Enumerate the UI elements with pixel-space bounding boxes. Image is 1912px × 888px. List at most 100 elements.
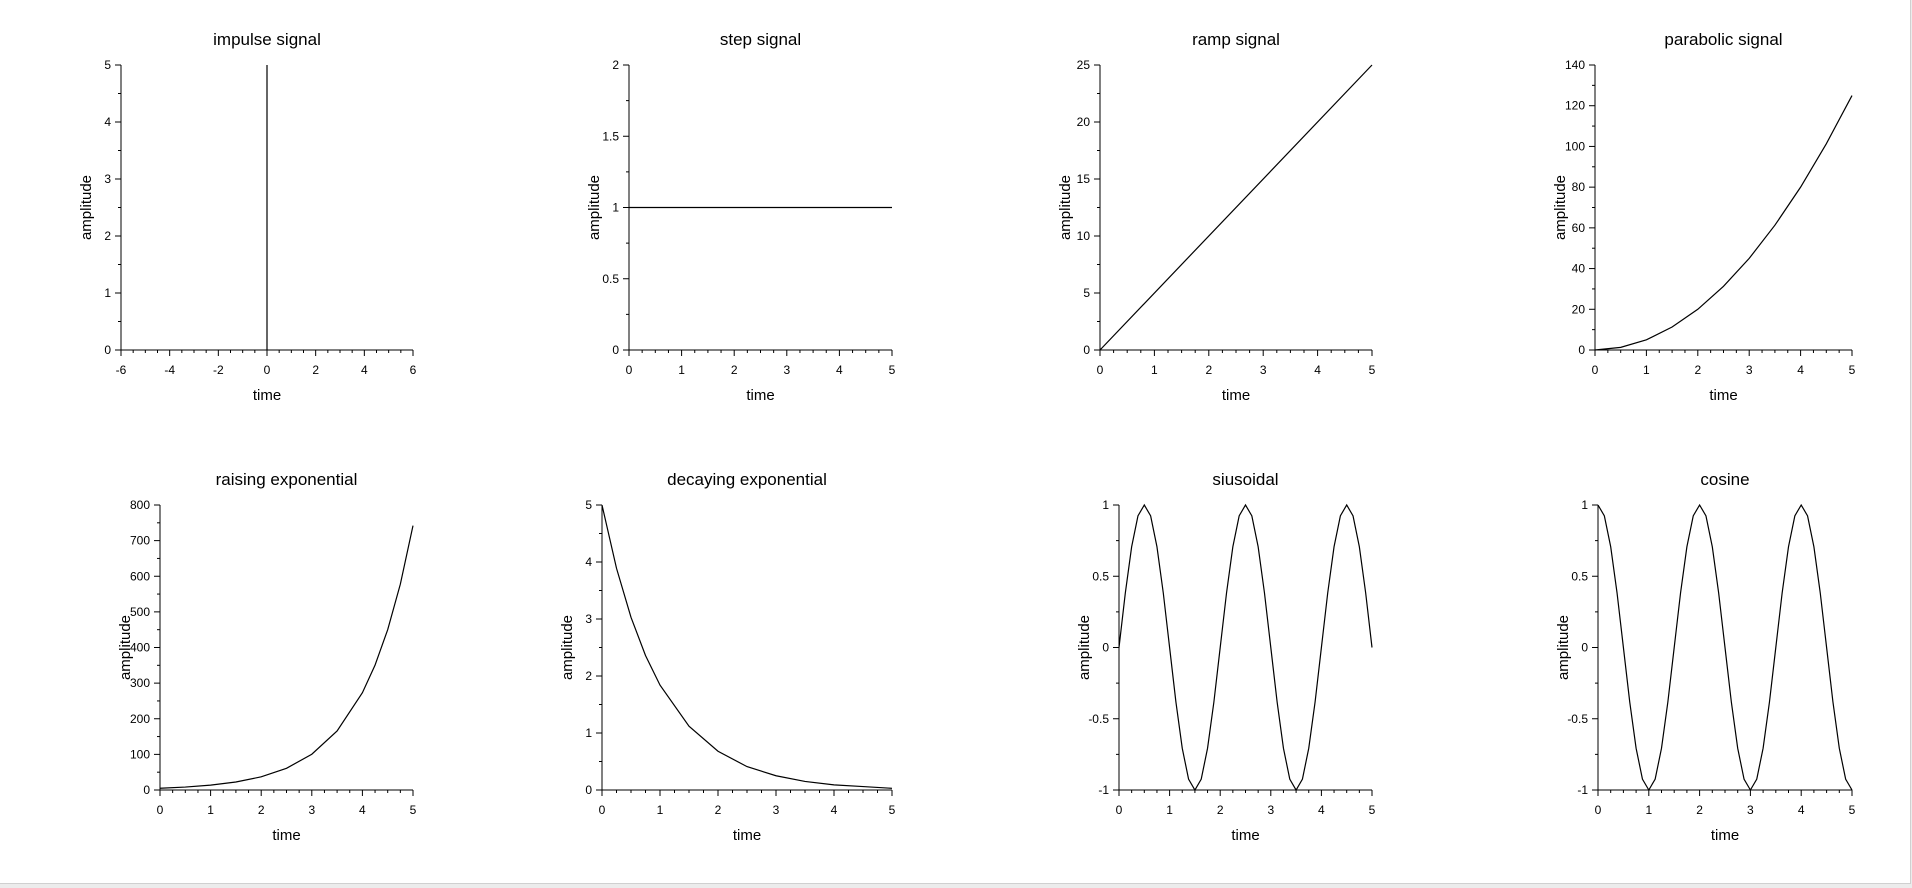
y-tick-label: 3 bbox=[104, 172, 111, 186]
y-tick-label: 0.5 bbox=[1092, 569, 1109, 583]
y-tick-label: 500 bbox=[130, 605, 150, 619]
y-tick-label: 300 bbox=[130, 676, 150, 690]
y-tick-label: 2 bbox=[585, 669, 592, 683]
y-tick-label: 25 bbox=[1077, 58, 1091, 72]
x-tick-label: 1 bbox=[1166, 803, 1173, 817]
y-tick-label: 2 bbox=[104, 229, 111, 243]
x-tick-label: 5 bbox=[410, 803, 417, 817]
x-tick-label: 3 bbox=[308, 803, 315, 817]
y-tick-label: 0 bbox=[585, 783, 592, 797]
x-tick-label: 4 bbox=[361, 363, 368, 377]
chart-title: siusoidal bbox=[1212, 470, 1278, 489]
y-tick-label: 200 bbox=[130, 712, 150, 726]
y-tick-label: 120 bbox=[1565, 99, 1585, 113]
x-axis-label: time bbox=[253, 387, 281, 404]
y-tick-label: 0 bbox=[1578, 343, 1585, 357]
subplot-1: -6 -4 -2 0 2 4 6 0 1 2 3 4 5 impulse signal time amplit… bbox=[78, 30, 417, 404]
x-tick-label: 2 bbox=[731, 363, 738, 377]
x-tick-label: 4 bbox=[831, 803, 838, 817]
x-tick-label: 3 bbox=[783, 363, 790, 377]
x-tick-label: 2 bbox=[1694, 363, 1701, 377]
data-line bbox=[1099, 64, 1373, 351]
y-tick-label: -0.5 bbox=[1567, 712, 1588, 726]
x-axis-label: time bbox=[1709, 387, 1737, 404]
x-tick-label: -2 bbox=[213, 363, 224, 377]
y-tick-label: 1 bbox=[585, 726, 592, 740]
x-tick-label: 4 bbox=[359, 803, 366, 817]
y-tick-label: 0 bbox=[104, 343, 111, 357]
x-tick-label: 0 bbox=[157, 803, 164, 817]
y-tick-label: 1 bbox=[612, 201, 619, 215]
y-tick-label: 0.5 bbox=[1571, 569, 1588, 583]
chart-title: decaying exponential bbox=[667, 470, 827, 489]
subplot-7: 0 1 2 3 4 5 -1 -0.5 0 0.5 1 siusoidal time amplitude bbox=[1076, 470, 1376, 844]
x-tick-label: 2 bbox=[1217, 803, 1224, 817]
x-tick-label: 2 bbox=[1696, 803, 1703, 817]
y-tick-label: 1 bbox=[1102, 498, 1109, 512]
y-tick-label: 0.5 bbox=[602, 272, 619, 286]
x-tick-label: 4 bbox=[1797, 363, 1804, 377]
y-tick-label: 60 bbox=[1572, 221, 1586, 235]
x-tick-label: 2 bbox=[715, 803, 722, 817]
y-axis-label: amplitude bbox=[1552, 175, 1569, 240]
y-axis-label: amplitude bbox=[117, 615, 134, 680]
y-tick-label: -0.5 bbox=[1088, 712, 1109, 726]
x-tick-label: 0 bbox=[1116, 803, 1123, 817]
y-tick-label: 0 bbox=[143, 783, 150, 797]
y-tick-label: 1 bbox=[104, 286, 111, 300]
y-tick-label: 10 bbox=[1077, 229, 1091, 243]
y-tick-label: 5 bbox=[585, 498, 592, 512]
chart-title: impulse signal bbox=[213, 30, 321, 49]
x-tick-label: -6 bbox=[116, 363, 127, 377]
data-line bbox=[1118, 503, 1373, 792]
y-axis-label: amplitude bbox=[559, 615, 576, 680]
x-tick-label: 4 bbox=[1798, 803, 1805, 817]
subplot-4: 0 1 2 3 4 5 0 20 40 60 80 100 120 140 parabolic signal… bbox=[1552, 30, 1856, 404]
subplot-6: 0 1 2 3 4 5 0 1 2 3 4 5 decaying exponential time ampl… bbox=[559, 470, 896, 844]
x-tick-label: 4 bbox=[1314, 363, 1321, 377]
x-tick-label: 5 bbox=[1369, 803, 1376, 817]
y-tick-label: 100 bbox=[1565, 139, 1585, 153]
x-tick-label: 2 bbox=[312, 363, 319, 377]
x-tick-label: 3 bbox=[1746, 363, 1753, 377]
subplot-8: 0 1 2 3 4 5 -1 -0.5 0 0.5 1 cosine time amplitude bbox=[1555, 470, 1856, 844]
data-line bbox=[1597, 503, 1853, 792]
x-tick-label: 0 bbox=[1595, 803, 1602, 817]
x-tick-label: 2 bbox=[258, 803, 265, 817]
x-tick-label: 1 bbox=[1645, 803, 1652, 817]
y-tick-label: 3 bbox=[585, 612, 592, 626]
y-tick-label: 0 bbox=[1102, 641, 1109, 655]
y-tick-label: 140 bbox=[1565, 58, 1585, 72]
y-tick-label: 600 bbox=[130, 569, 150, 583]
x-tick-label: 3 bbox=[1260, 363, 1267, 377]
x-tick-label: 3 bbox=[1747, 803, 1754, 817]
x-tick-label: 1 bbox=[1643, 363, 1650, 377]
y-tick-label: 5 bbox=[1083, 286, 1090, 300]
subplot-3: 0 1 2 3 4 5 0 5 10 15 20 25 ramp signal time amplitude bbox=[1057, 30, 1376, 404]
chart-title: step signal bbox=[720, 30, 801, 49]
y-tick-label: 1 bbox=[1581, 498, 1588, 512]
chart-title: ramp signal bbox=[1192, 30, 1280, 49]
data-line bbox=[159, 525, 414, 789]
x-tick-label: 5 bbox=[1849, 363, 1856, 377]
x-tick-label: 1 bbox=[1151, 363, 1158, 377]
x-tick-label: 1 bbox=[657, 803, 664, 817]
x-tick-label: -4 bbox=[164, 363, 175, 377]
x-tick-label: 0 bbox=[599, 803, 606, 817]
data-line bbox=[1594, 95, 1853, 351]
x-tick-label: 4 bbox=[836, 363, 843, 377]
x-tick-label: 2 bbox=[1205, 363, 1212, 377]
y-tick-label: 100 bbox=[130, 747, 150, 761]
y-axis-label: amplitude bbox=[1555, 615, 1572, 680]
x-tick-label: 5 bbox=[1849, 803, 1856, 817]
x-tick-label: 3 bbox=[1267, 803, 1274, 817]
y-tick-label: 80 bbox=[1572, 180, 1586, 194]
y-tick-label: 4 bbox=[585, 555, 592, 569]
y-tick-label: 0 bbox=[1083, 343, 1090, 357]
x-tick-label: 5 bbox=[1369, 363, 1376, 377]
x-tick-label: 3 bbox=[773, 803, 780, 817]
y-tick-label: -1 bbox=[1098, 783, 1109, 797]
y-axis-label: amplitude bbox=[586, 175, 603, 240]
y-tick-label: 20 bbox=[1572, 302, 1586, 316]
